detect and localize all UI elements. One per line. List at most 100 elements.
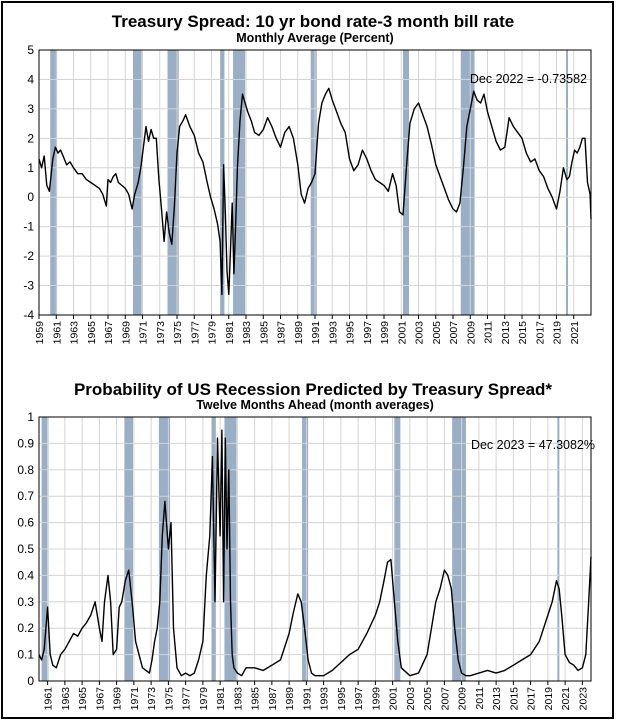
x-tick-label: 1981	[215, 687, 227, 711]
x-tick-label: 1983	[241, 321, 253, 345]
x-tick-label: 2007	[448, 321, 460, 345]
x-tick-label: 1963	[60, 687, 72, 711]
x-tick-label: 2021	[560, 687, 572, 711]
y-tick-label: 0.5	[17, 542, 34, 556]
x-tick-label: 2001	[396, 321, 408, 345]
y-tick-label: 2	[27, 131, 34, 145]
x-tick-label: 2019	[552, 321, 564, 345]
y-tick-label: 0.2	[17, 621, 34, 635]
y-tick-label: 0	[27, 190, 34, 204]
x-tick-label: 1987	[276, 321, 288, 345]
recession-bar	[233, 50, 246, 315]
recession-bar	[220, 50, 225, 315]
y-tick-label: 0.9	[17, 436, 34, 450]
y-tick-label: -3	[23, 279, 34, 293]
x-tick-label: 2015	[508, 687, 520, 711]
y-tick-label: -4	[23, 308, 34, 322]
top-chart-title: Treasury Spread: 10 yr bond rate-3 month…	[112, 12, 514, 31]
x-tick-label: 2001	[388, 687, 400, 711]
x-tick-label: 1967	[103, 321, 115, 345]
x-tick-label: 2023	[577, 687, 589, 711]
y-tick-label: -1	[23, 220, 34, 234]
x-tick-label: 1973	[146, 687, 158, 711]
x-tick-label: 1965	[77, 687, 89, 711]
x-tick-label: 1999	[370, 687, 382, 711]
x-tick-label: 1973	[155, 321, 167, 345]
x-tick-label: 2015	[517, 321, 529, 345]
x-tick-label: 2013	[500, 321, 512, 345]
y-tick-label: -2	[23, 249, 34, 263]
y-tick-label: 0.4	[17, 568, 34, 582]
x-tick-label: 1971	[129, 687, 141, 711]
x-tick-label: 1985	[258, 321, 270, 345]
bottom-chart-subtitle: Twelve Months Ahead (month averages)	[196, 398, 434, 412]
x-tick-label: 1977	[181, 687, 193, 711]
recession-bar	[565, 50, 568, 315]
x-tick-label: 1991	[310, 321, 322, 345]
x-tick-label: 2005	[422, 687, 434, 711]
x-tick-label: 1997	[362, 321, 374, 345]
x-tick-label: 1999	[379, 321, 391, 345]
x-tick-label: 2017	[526, 687, 538, 711]
x-tick-label: 2003	[405, 687, 417, 711]
x-tick-label: 1975	[172, 321, 184, 345]
x-tick-label: 2011	[474, 687, 486, 710]
bottom-chart-title: Probability of US Recession Predicted by…	[74, 380, 552, 399]
x-tick-label: 1961	[43, 687, 55, 711]
x-tick-label: 2017	[534, 321, 546, 345]
y-tick-label: 0.1	[17, 648, 34, 662]
y-tick-label: 0	[27, 674, 34, 688]
x-tick-label: 1979	[198, 687, 210, 711]
x-tick-label: 1969	[112, 687, 124, 711]
x-tick-label: 2013	[491, 687, 503, 711]
x-tick-label: 1961	[51, 321, 63, 345]
x-tick-label: 2003	[414, 321, 426, 345]
y-tick-label: 1	[27, 410, 34, 424]
x-tick-label: 1977	[189, 321, 201, 345]
x-tick-label: 1965	[86, 321, 98, 345]
x-tick-label: 2007	[439, 687, 451, 711]
plot-area-border	[38, 49, 592, 316]
value-annotation: Dec 2022 = -0.73582	[470, 72, 587, 86]
probability-chart: 1 0.9 0.8 0.7 0.6 0.5 0.4 0.3 0.2 0.1 0 1961 1963 196…	[17, 410, 595, 710]
x-tick-label: 1963	[69, 321, 81, 345]
x-tick-label: 1979	[207, 321, 219, 345]
charts-canvas: Treasury Spread: 10 yr bond rate-3 month…	[17, 12, 595, 710]
value-annotation: Dec 2023 = 47.3082%	[471, 438, 595, 452]
y-tick-label: 4	[27, 72, 34, 86]
y-tick-label: 3	[27, 102, 34, 116]
y-tick-label: 5	[27, 43, 34, 57]
recession-bar	[133, 50, 142, 315]
recession-bar	[310, 50, 317, 315]
recession-bar	[167, 50, 179, 315]
x-tick-label: 2005	[431, 321, 443, 345]
x-tick-label: 1975	[163, 687, 175, 711]
y-tick-label: 0.3	[17, 595, 34, 609]
recession-bar	[460, 50, 475, 315]
x-tick-label: 1989	[284, 687, 296, 711]
x-tick-label: 1983	[232, 687, 244, 711]
x-tick-label: 1959	[34, 321, 46, 345]
x-tick-label: 1993	[327, 321, 339, 345]
x-tick-label: 1987	[267, 687, 279, 711]
x-tick-label: 2011	[483, 321, 495, 344]
x-tick-label: 1971	[138, 321, 150, 345]
series-line	[38, 87, 592, 296]
x-tick-label: 2009	[457, 687, 469, 711]
x-tick-label: 2009	[465, 321, 477, 345]
y-tick-label: 0.7	[17, 489, 34, 503]
x-tick-label: 1995	[345, 321, 357, 345]
y-tick-label: 0.6	[17, 516, 34, 530]
x-tick-label: 1997	[353, 687, 365, 711]
x-tick-label: 2021	[569, 321, 581, 345]
x-tick-label: 1989	[293, 321, 305, 345]
x-tick-label: 1991	[301, 687, 313, 711]
top-chart-subtitle: Monthly Average (Percent)	[236, 31, 393, 45]
y-tick-label: 1	[27, 161, 34, 175]
plot-area-border	[38, 416, 592, 682]
x-tick-label: 1995	[336, 687, 348, 711]
x-tick-label: 1967	[94, 687, 106, 711]
x-tick-label: 1985	[250, 687, 262, 711]
